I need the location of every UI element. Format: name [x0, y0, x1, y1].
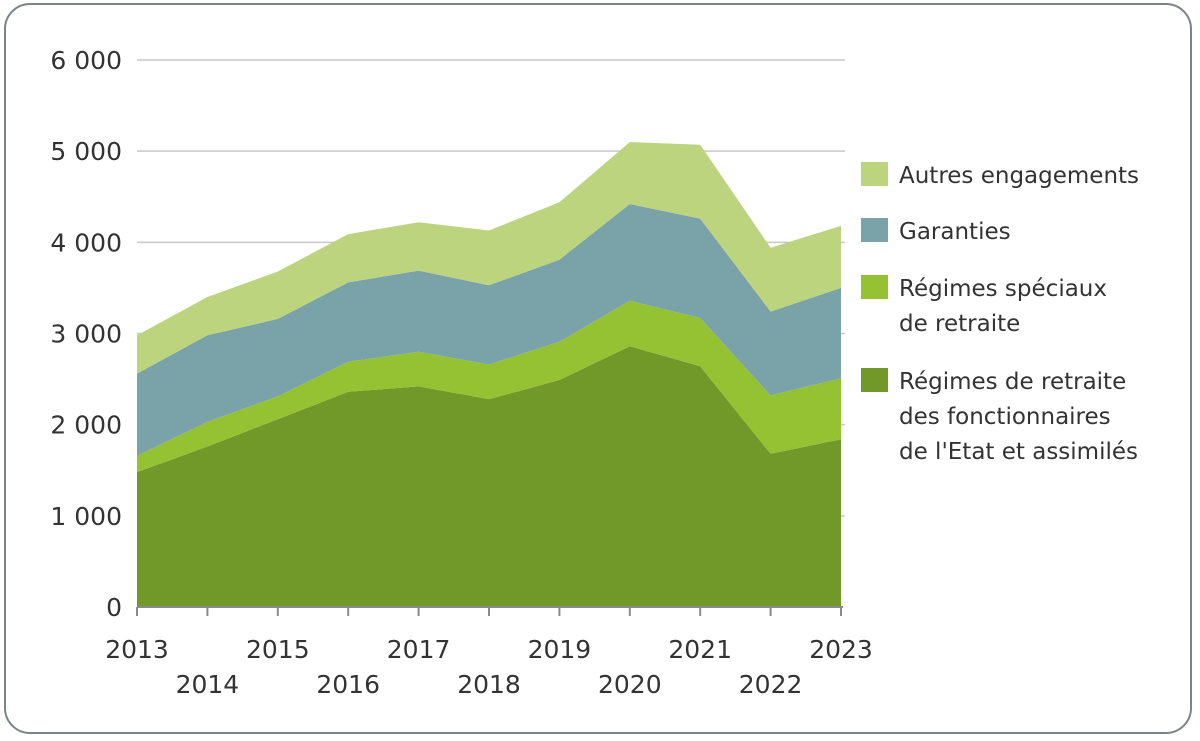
x-tick-label-1: 2014 [176, 670, 240, 699]
x-tick-label-7: 2020 [598, 670, 662, 699]
legend-label-2: Garanties [899, 219, 1011, 245]
x-tick-label-10: 2023 [809, 635, 873, 664]
x-tick-label-6: 2019 [528, 635, 592, 664]
y-tick-label-2: 2 000 [50, 411, 122, 440]
legend-swatch-3 [861, 162, 888, 186]
y-tick-label-5: 5 000 [50, 137, 122, 166]
y-tick-label-0: 0 [106, 593, 122, 622]
x-tick-label-4: 2017 [387, 635, 451, 664]
x-axis [136, 606, 843, 616]
legend-label-0: Régimes de retraite des fonctionnaires de … [899, 369, 1138, 465]
x-tick-label-3: 2016 [316, 670, 380, 699]
area-series-0 [137, 346, 841, 607]
x-tick-labels: 2013201420152016201720182019202020212022… [105, 635, 873, 699]
y-tick-labels: 0 1 000 2 000 3 000 4 000 5 000 6 000 [50, 46, 122, 622]
area-series-3 [137, 142, 841, 374]
y-tick-label-1: 1 000 [50, 502, 122, 531]
y-tick-label-3: 3 000 [50, 320, 122, 349]
area-series-2 [137, 204, 841, 456]
legend-swatch-0 [861, 368, 888, 392]
legend-swatch-2 [861, 218, 888, 242]
x-tick-label-8: 2021 [668, 635, 732, 664]
y-tick-label-6: 6 000 [50, 46, 122, 75]
area-series-1 [137, 300, 841, 473]
legend-label-1: Régimes spéciaux de retraite [899, 276, 1107, 337]
legend: Autres engagements Garanties Régimes spéci… [861, 162, 1139, 465]
x-tick-label-0: 2013 [105, 635, 169, 664]
legend-label-3: Autres engagements [899, 163, 1139, 189]
x-tick-label-2: 2015 [246, 635, 310, 664]
y-tick-label-4: 4 000 [50, 228, 122, 257]
legend-swatch-1 [861, 275, 888, 299]
x-tick-label-5: 2018 [457, 670, 521, 699]
x-tick-label-9: 2022 [739, 670, 803, 699]
area-series [137, 142, 841, 607]
